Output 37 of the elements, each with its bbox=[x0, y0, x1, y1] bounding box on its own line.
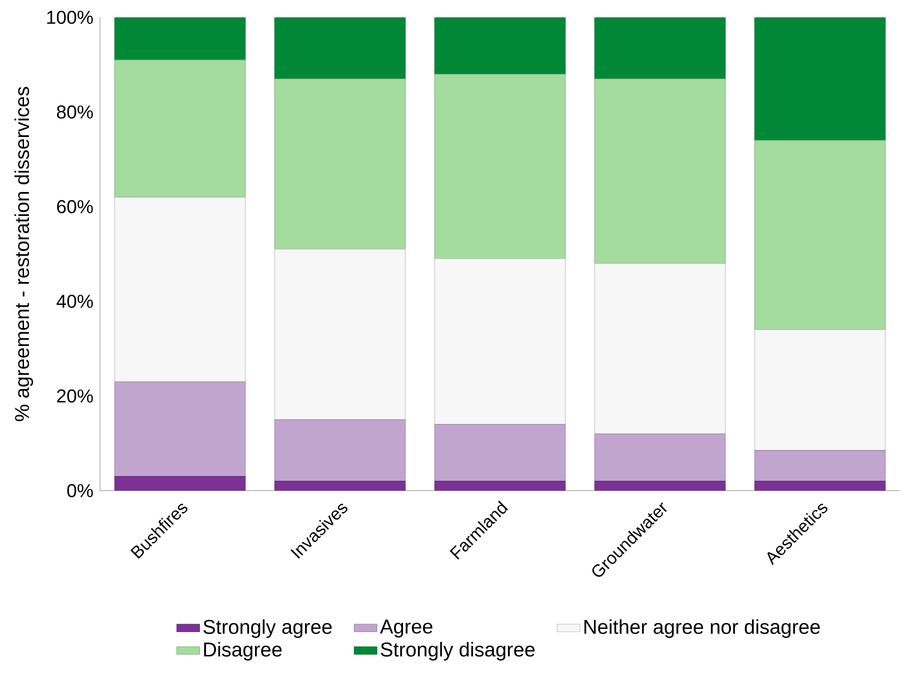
legend-label: Strongly disagree bbox=[380, 642, 535, 661]
bar bbox=[754, 480, 886, 491]
bar bbox=[434, 258, 566, 425]
legend-label: Strongly agree bbox=[203, 619, 332, 638]
bar bbox=[274, 17, 406, 80]
y-tick-label: 0% bbox=[67, 484, 93, 498]
bar bbox=[754, 140, 886, 330]
y-tick-label: 40% bbox=[56, 294, 93, 308]
legend-label: Disagree bbox=[204, 642, 282, 661]
bar bbox=[274, 78, 406, 250]
y-axis-title: % agreement - restoration disservices bbox=[14, 86, 34, 422]
bar bbox=[114, 382, 246, 477]
bar bbox=[754, 329, 886, 451]
bar bbox=[754, 17, 886, 141]
bar bbox=[114, 17, 246, 60]
bar bbox=[114, 60, 246, 198]
bar bbox=[114, 196, 246, 382]
y-tick-label: 80% bbox=[56, 105, 93, 119]
y-tick-label: 20% bbox=[57, 389, 93, 403]
y-tick-label: 100% bbox=[47, 10, 93, 24]
legend-label: Neither agree nor disagree bbox=[584, 619, 820, 638]
bar bbox=[594, 78, 726, 264]
bar bbox=[594, 263, 726, 434]
bar bbox=[594, 481, 726, 491]
bar bbox=[594, 17, 726, 80]
bar bbox=[274, 248, 406, 420]
legend-label: Agree bbox=[380, 620, 432, 638]
bar bbox=[434, 17, 566, 74]
bar bbox=[434, 424, 566, 482]
bar bbox=[274, 481, 406, 491]
bar bbox=[754, 450, 886, 482]
bar bbox=[114, 476, 246, 491]
bar bbox=[434, 481, 566, 491]
bar bbox=[274, 419, 406, 482]
bar bbox=[594, 434, 726, 482]
y-tick-label: 60% bbox=[57, 200, 93, 214]
bar bbox=[434, 74, 566, 259]
